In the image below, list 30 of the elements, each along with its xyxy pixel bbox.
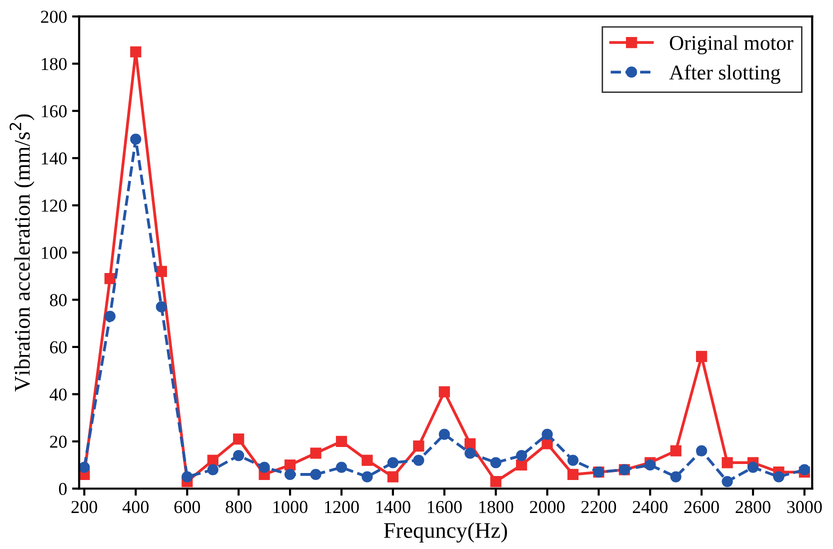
x-tick-label: 2400 xyxy=(632,500,668,514)
y-tick-label: 120 xyxy=(42,200,67,212)
y-tick-label: 160 xyxy=(42,105,67,118)
x-tick-label: 600 xyxy=(174,500,200,514)
y-axis-title: Vibration acceleration (mm/s$^{2}$) xyxy=(10,114,34,392)
x-tick-label: 1600 xyxy=(428,500,462,514)
y-tick-label: 20 xyxy=(50,436,67,448)
x-axis-title: Frequncy(Hz) xyxy=(384,522,507,543)
x-tick-label: 2800 xyxy=(736,500,770,514)
legend-label: Original motor xyxy=(670,35,794,54)
x-tick-label: 1800 xyxy=(479,500,514,514)
x-tick-label: 3000 xyxy=(787,500,822,514)
y-tick-label: 180 xyxy=(42,58,67,70)
legend-label: After slotting xyxy=(669,64,780,84)
y-tick-label: 200 xyxy=(41,10,67,23)
x-tick-label: 800 xyxy=(226,500,252,514)
x-tick-label: 200 xyxy=(72,500,98,514)
y-tick-label: 0 xyxy=(58,482,67,496)
x-tick-label: 1200 xyxy=(325,500,359,514)
y-tick-label: 80 xyxy=(50,294,67,306)
x-tick-label: 1400 xyxy=(376,500,410,514)
x-tick-label: 400 xyxy=(122,500,149,514)
y-tick-label: 40 xyxy=(50,388,67,401)
y-tick-label: 60 xyxy=(50,341,67,354)
x-tick-label: 1000 xyxy=(274,500,308,514)
y-tick-label: 140 xyxy=(42,152,67,165)
y-tick-label: 100 xyxy=(42,246,67,259)
x-tick-label: 2600 xyxy=(684,500,719,514)
x-tick-label: 2000 xyxy=(530,500,565,514)
x-tick-label: 2200 xyxy=(581,500,616,514)
